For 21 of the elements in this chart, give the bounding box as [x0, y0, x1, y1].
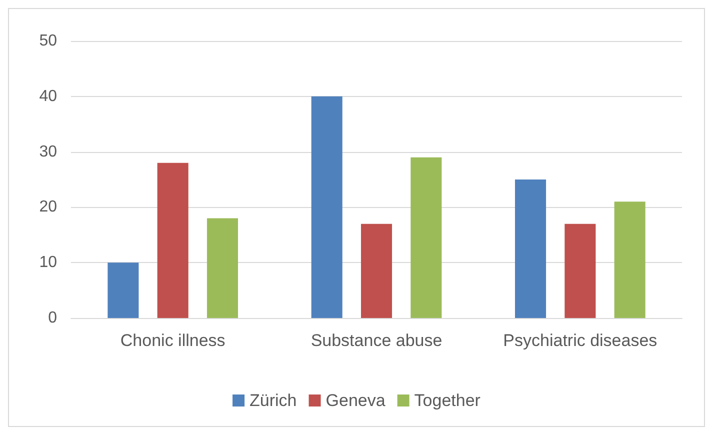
y-tick-label: 10 — [39, 254, 58, 272]
y-tick-label: 40 — [39, 88, 58, 105]
x-tick-label: Substance abuse — [310, 331, 442, 350]
bar — [514, 180, 546, 318]
x-tick-label: Psychiatric diseases — [503, 331, 658, 350]
legend-label: Together — [414, 391, 481, 410]
bar — [410, 157, 442, 318]
bar — [157, 162, 188, 318]
bar — [614, 202, 646, 318]
bar — [564, 224, 596, 318]
bar — [311, 96, 342, 318]
legend-label: Geneva — [326, 391, 386, 410]
y-tick-label: 20 — [39, 198, 58, 216]
y-tick-label: 0 — [48, 310, 58, 326]
y-tick-label: 50 — [39, 32, 58, 50]
x-tick-label: Chonic illness — [120, 331, 226, 350]
bar — [206, 218, 238, 318]
legend-label: Zürich — [250, 391, 297, 410]
y-tick-label: 30 — [39, 143, 58, 160]
bar — [360, 224, 392, 318]
bar — [108, 262, 139, 318]
